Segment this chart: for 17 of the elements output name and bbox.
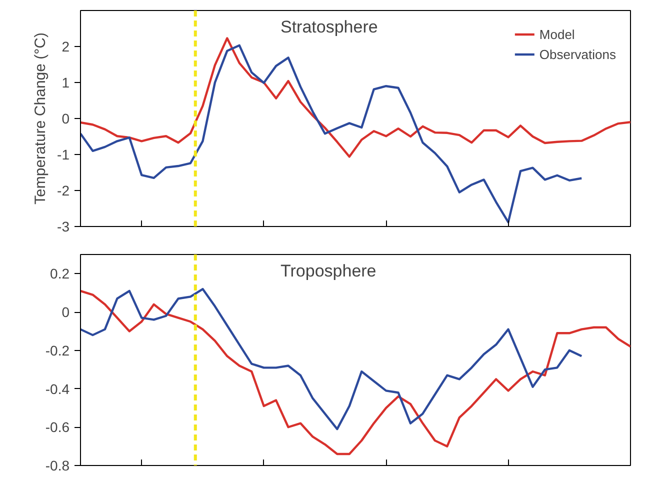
y-axis-title: Temperature Change (°C) xyxy=(32,32,50,204)
y-tick-label: 0 xyxy=(62,110,70,126)
y-tick-label: 0 xyxy=(62,304,70,320)
y-tick-label: 1 xyxy=(62,74,70,90)
y-tick-label: 0.2 xyxy=(50,266,70,282)
legend-label: Observations xyxy=(539,46,616,62)
y-tick-label: -0.2 xyxy=(45,342,70,358)
y-tick-label: -2 xyxy=(57,182,70,198)
chart-title: Troposphere xyxy=(280,262,376,280)
y-tick-label: 2 xyxy=(62,38,70,54)
y-tick-label: -1 xyxy=(57,146,70,162)
y-tick-label: -0.4 xyxy=(45,380,70,397)
legend-label: Model xyxy=(539,26,575,42)
y-tick-label: -0.6 xyxy=(45,419,70,436)
y-tick-label: -3 xyxy=(57,218,70,234)
y-tick-label: -0.8 xyxy=(45,458,70,474)
chart-title: Stratosphere xyxy=(280,18,378,36)
